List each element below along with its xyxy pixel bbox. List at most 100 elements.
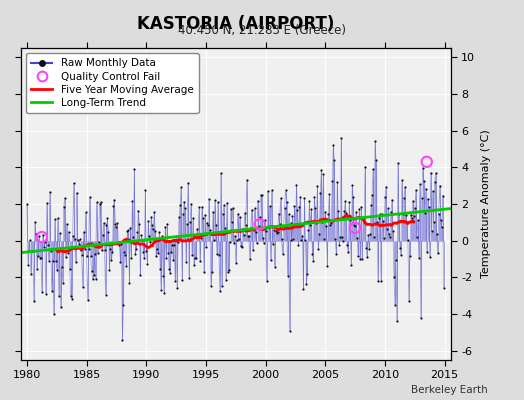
Point: [148, 222, 157, 228]
Point: [402, 211, 410, 218]
Point: [238, 226, 247, 232]
Point: [283, 272, 292, 279]
Point: [395, 211, 403, 218]
Point: [256, 221, 264, 227]
Point: [120, 248, 128, 255]
Point: [316, 190, 324, 196]
Point: [374, 278, 382, 284]
Point: [266, 203, 274, 209]
Point: [144, 218, 152, 225]
Point: [134, 207, 143, 214]
Point: [346, 217, 354, 224]
Point: [382, 184, 390, 190]
Point: [84, 245, 93, 252]
Point: [413, 217, 422, 223]
Point: [151, 228, 159, 234]
Point: [146, 238, 155, 245]
Point: [260, 216, 269, 223]
Point: [105, 267, 114, 273]
Point: [47, 248, 55, 254]
Point: [247, 206, 256, 213]
Point: [258, 234, 267, 241]
Point: [38, 289, 46, 295]
Point: [398, 177, 406, 184]
Point: [312, 220, 321, 226]
Point: [410, 213, 418, 219]
Point: [75, 236, 84, 243]
Point: [318, 218, 326, 225]
Point: [171, 277, 179, 284]
Point: [432, 230, 441, 237]
Point: [58, 264, 66, 270]
Point: [221, 224, 229, 231]
Point: [403, 237, 412, 243]
Point: [88, 268, 96, 274]
Point: [323, 263, 332, 270]
Point: [106, 246, 115, 252]
Point: [215, 252, 223, 258]
Point: [438, 224, 446, 230]
Point: [351, 225, 359, 231]
Point: [28, 248, 36, 255]
Point: [149, 226, 157, 232]
Point: [378, 210, 386, 217]
Point: [110, 203, 118, 210]
Point: [163, 220, 171, 227]
Point: [232, 260, 240, 266]
Point: [103, 215, 112, 222]
Point: [130, 166, 138, 172]
Point: [272, 230, 281, 236]
Point: [176, 202, 184, 208]
Point: [135, 221, 144, 228]
Point: [40, 244, 48, 250]
Point: [223, 200, 231, 206]
Point: [121, 252, 129, 258]
Point: [391, 302, 399, 308]
Point: [81, 209, 90, 215]
Point: [89, 276, 97, 282]
Point: [389, 227, 397, 234]
Point: [158, 232, 167, 239]
Point: [367, 202, 375, 208]
Point: [354, 253, 362, 260]
Point: [271, 228, 280, 234]
Point: [101, 291, 110, 298]
Point: [429, 188, 437, 194]
Point: [107, 257, 116, 263]
Point: [79, 284, 87, 290]
Point: [220, 202, 228, 208]
Point: [285, 328, 293, 334]
Point: [291, 222, 300, 228]
Point: [41, 290, 50, 297]
Point: [377, 278, 385, 284]
Text: 40.450 N, 21.283 E (Greece): 40.450 N, 21.283 E (Greece): [178, 24, 346, 37]
Point: [383, 226, 391, 232]
Point: [192, 255, 200, 261]
Point: [416, 181, 424, 187]
Point: [119, 302, 128, 308]
Point: [53, 215, 62, 222]
Point: [100, 246, 108, 253]
Point: [305, 198, 313, 205]
Point: [263, 278, 271, 285]
Point: [161, 224, 169, 230]
Point: [208, 269, 216, 275]
Point: [35, 233, 43, 240]
Point: [125, 279, 134, 286]
Point: [24, 262, 32, 268]
Point: [113, 220, 122, 227]
Point: [124, 227, 133, 234]
Point: [363, 254, 372, 261]
Point: [379, 218, 387, 224]
Point: [41, 239, 49, 246]
Point: [431, 179, 439, 185]
Point: [394, 160, 402, 166]
Point: [292, 182, 301, 188]
Point: [422, 248, 431, 255]
Point: [360, 218, 368, 224]
Point: [154, 250, 162, 256]
Point: [381, 194, 389, 201]
Point: [337, 135, 345, 142]
Point: [376, 210, 384, 217]
Point: [198, 204, 206, 210]
